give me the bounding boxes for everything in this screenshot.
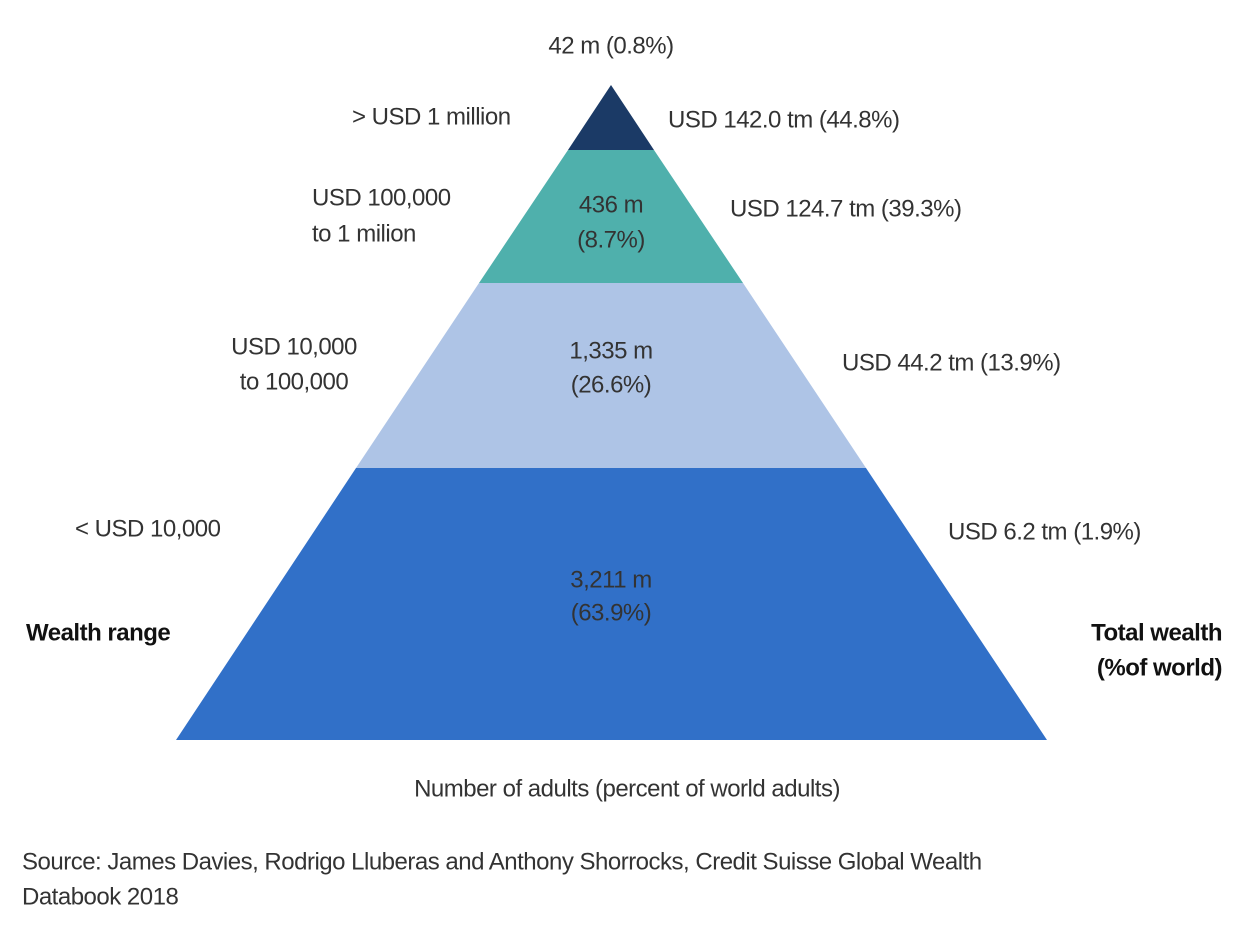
wealth-range-label: to 1 milion — [312, 220, 416, 247]
adults-label: (63.9%) — [571, 599, 652, 626]
adults-label: (26.6%) — [571, 371, 652, 398]
wealth-range-label: > USD 1 million — [352, 103, 511, 130]
adults-label: (8.7%) — [577, 226, 645, 253]
total-wealth-label: USD 6.2 tm (1.9%) — [948, 518, 1141, 545]
right-heading: Total wealth — [1091, 619, 1222, 646]
tier-1-shape — [568, 85, 654, 150]
adults-label: 3,211 m — [570, 566, 651, 593]
total-wealth-label: USD 124.7 tm (39.3%) — [730, 195, 961, 222]
left-heading: Wealth range — [26, 619, 170, 646]
adults-label: 1,335 m — [569, 337, 652, 364]
x-label: Number of adults (percent of world adult… — [414, 775, 840, 802]
wealth-range-label: USD 100,000 — [312, 184, 451, 211]
tier-2-shape — [479, 150, 743, 283]
total-wealth-label: USD 142.0 tm (44.8%) — [668, 106, 899, 133]
right-heading: (%of world) — [1097, 654, 1222, 681]
wealth-range-label: < USD 10,000 — [75, 515, 221, 542]
source: Source: James Davies, Rodrigo Lluberas a… — [22, 848, 982, 875]
adults-label: 436 m — [579, 191, 643, 218]
source: Databook 2018 — [22, 883, 178, 910]
adults-label: 42 m (0.8%) — [548, 32, 673, 59]
wealth-range-label: USD 10,000 — [231, 333, 357, 360]
wealth-range-label: to 100,000 — [240, 368, 349, 395]
tier-4-shape — [176, 468, 1047, 740]
tier-3-shape — [356, 283, 866, 468]
total-wealth-label: USD 44.2 tm (13.9%) — [842, 349, 1061, 376]
